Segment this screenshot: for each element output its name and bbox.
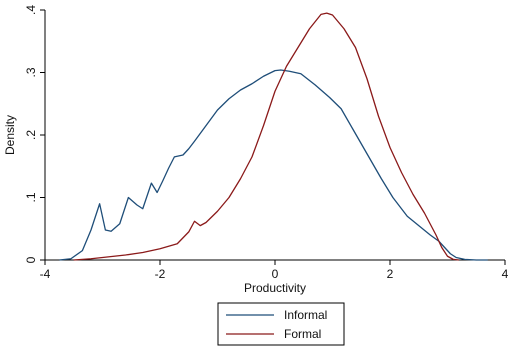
y-tick-label: .3 — [24, 67, 38, 77]
y-tick-label: .4 — [24, 5, 38, 15]
x-axis-title: Productivity — [244, 281, 306, 295]
axes: 0 .1 .2 .3 .4 -4 -2 0 2 4 Productivity Density — [3, 5, 509, 295]
legend-box — [217, 302, 345, 346]
x-tick-label: -4 — [40, 267, 51, 281]
x-tick-label: 2 — [387, 267, 394, 281]
series-line-formal — [73, 12, 460, 261]
legend-label-formal: Formal — [284, 327, 321, 341]
x-tick-label: -2 — [155, 267, 166, 281]
plot-lines — [59, 12, 488, 261]
series-line-informal — [59, 69, 488, 261]
x-tick-label: 4 — [502, 267, 509, 281]
y-axis-title: Density — [3, 115, 17, 155]
legend: Informal Formal — [217, 302, 345, 346]
legend-label-informal: Informal — [284, 308, 327, 322]
x-tick-label: 0 — [272, 267, 279, 281]
y-tick-label: .2 — [24, 130, 38, 140]
y-tick-label: .1 — [24, 192, 38, 202]
y-tick-label: 0 — [24, 256, 38, 263]
